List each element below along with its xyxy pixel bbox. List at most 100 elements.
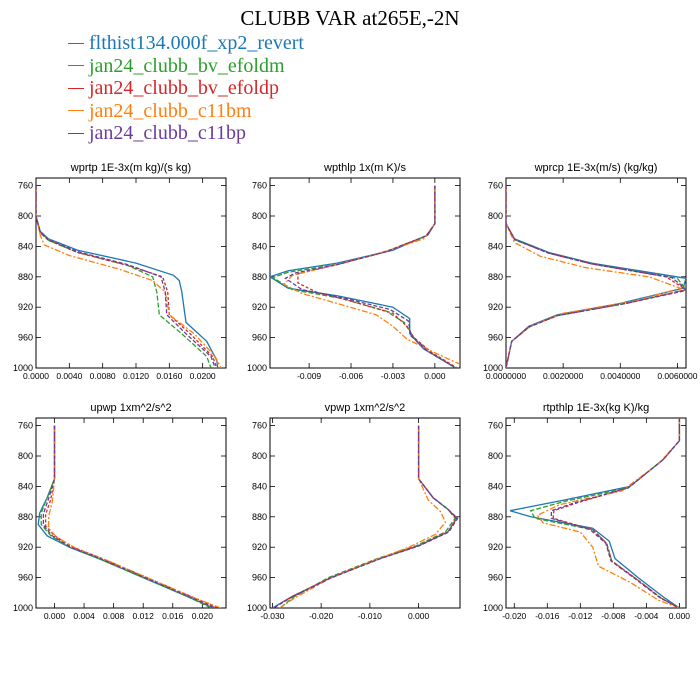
y-tick-label: 760 <box>252 181 267 191</box>
series-line <box>36 185 222 368</box>
x-tick-label: 0.000 <box>44 611 66 621</box>
panel-title: wprtp 1E-3x(m kg)/(s kg) <box>70 162 191 174</box>
y-tick-label: 800 <box>488 451 503 461</box>
series-line <box>506 185 686 368</box>
x-tick-label: -0.003 <box>381 371 405 381</box>
panel-title: wpthlp 1x(m K)/s <box>323 162 406 174</box>
x-tick-label: 0.0200 <box>190 371 216 381</box>
chart-panel: rtpthlp 1E-3x(kg K)/kg 760 800 840 880 920 960… <box>483 402 690 621</box>
x-tick-label: -0.008 <box>601 611 625 621</box>
series-line <box>44 425 219 608</box>
y-tick-label: 880 <box>18 512 33 522</box>
y-tick-label: 880 <box>252 272 267 282</box>
y-tick-label: 880 <box>488 272 503 282</box>
series-line <box>36 185 218 368</box>
legend-item: jan24_clubb_c11bm <box>68 100 304 123</box>
legend-label: jan24_clubb_c11bm <box>89 99 252 122</box>
plot-frame <box>269 417 461 609</box>
y-tick-label: 880 <box>488 512 503 522</box>
series-line <box>36 185 212 368</box>
y-tick-label: 840 <box>488 481 503 491</box>
y-tick-label: 880 <box>252 512 267 522</box>
y-tick-label: 840 <box>18 241 33 251</box>
y-tick-label: 760 <box>488 181 503 191</box>
series-line <box>279 425 447 608</box>
x-tick-label: 0.0040000 <box>600 371 640 381</box>
series-line <box>40 425 212 608</box>
legend-label: flthist134.000f_xp2_revert <box>89 32 304 55</box>
legend-item: jan24_clubb_bv_efoldp <box>68 77 304 100</box>
y-tick-label: 960 <box>488 573 503 583</box>
series-line <box>279 425 456 608</box>
plot-frame <box>35 417 227 609</box>
x-tick-label: 0.0080 <box>90 371 116 381</box>
y-tick-label: 920 <box>18 542 33 552</box>
y-tick-label: 800 <box>488 211 503 221</box>
x-tick-label: 0.016 <box>162 611 184 621</box>
series-line <box>506 185 686 368</box>
series-line <box>509 418 681 608</box>
series-line <box>272 425 458 608</box>
chart-panel: upwp 1xm^2/s^2 760 800 840 880 920 960 1000 0.00… <box>13 402 227 621</box>
series-line <box>36 185 216 368</box>
x-tick-label: 0.0060000 <box>657 371 697 381</box>
y-tick-label: 1000 <box>247 603 267 613</box>
x-tick-label: -0.012 <box>568 611 592 621</box>
y-tick-label: 840 <box>488 241 503 251</box>
panel-title: wprcp 1E-3x(m/s) (kg/kg) <box>534 162 658 174</box>
legend-item: flthist134.000f_xp2_revert <box>68 32 304 55</box>
x-tick-label: 0.000 <box>408 611 430 621</box>
x-tick-label: 0.020 <box>192 611 214 621</box>
x-tick-label: -0.020 <box>309 611 333 621</box>
legend-label: jan24_clubb_c11bp <box>89 122 247 145</box>
series-line <box>273 425 458 608</box>
series-line <box>42 425 216 608</box>
x-tick-label: -0.009 <box>297 371 321 381</box>
series-line <box>47 425 222 608</box>
series-line <box>552 418 681 608</box>
y-tick-label: 960 <box>18 333 33 343</box>
plot-frame <box>35 177 227 369</box>
y-tick-label: 960 <box>252 573 267 583</box>
y-tick-label: 1000 <box>13 603 33 613</box>
y-tick-label: 920 <box>252 302 267 312</box>
x-tick-label: -0.004 <box>634 611 658 621</box>
y-tick-label: 800 <box>18 211 33 221</box>
legend-swatch <box>68 65 84 67</box>
legend-label: jan24_clubb_bv_efoldp <box>89 77 279 100</box>
y-tick-label: 920 <box>488 302 503 312</box>
y-tick-label: 840 <box>252 241 267 251</box>
y-tick-label: 840 <box>18 481 33 491</box>
y-tick-label: 960 <box>18 573 33 583</box>
x-tick-label: 0.000 <box>424 371 446 381</box>
y-tick-label: 1000 <box>483 363 503 373</box>
chart-panel: wprtp 1E-3x(m kg)/(s kg) 760 800 840 880 920 9… <box>13 162 227 381</box>
plot-frame <box>505 177 687 369</box>
series-line <box>37 425 214 608</box>
y-tick-label: 1000 <box>13 363 33 373</box>
y-tick-label: 840 <box>252 481 267 491</box>
x-tick-label: 0.0120 <box>123 371 149 381</box>
panel-title: vpwp 1xm^2/s^2 <box>325 402 406 414</box>
x-tick-label: 0.012 <box>133 611 155 621</box>
y-tick-label: 960 <box>488 333 503 343</box>
y-tick-label: 800 <box>252 451 267 461</box>
y-tick-label: 920 <box>488 542 503 552</box>
legend-swatch <box>68 87 84 89</box>
legend-label: jan24_clubb_bv_efoldm <box>89 54 285 77</box>
y-tick-label: 800 <box>252 211 267 221</box>
plot-frame <box>269 177 461 369</box>
y-tick-label: 920 <box>18 302 33 312</box>
series-line <box>506 185 686 368</box>
series-line <box>271 185 457 368</box>
legend-item: jan24_clubb_c11bp <box>68 122 304 145</box>
series-line <box>273 425 459 608</box>
y-tick-label: 800 <box>18 451 33 461</box>
x-tick-label: -0.020 <box>502 611 526 621</box>
series-line <box>284 185 457 368</box>
series-line <box>282 185 460 365</box>
legend-swatch <box>68 110 84 112</box>
chart-panel: wpthlp 1x(m K)/s 760 800 840 880 920 960 1000 -0… <box>247 162 461 381</box>
y-tick-label: 760 <box>488 421 503 431</box>
